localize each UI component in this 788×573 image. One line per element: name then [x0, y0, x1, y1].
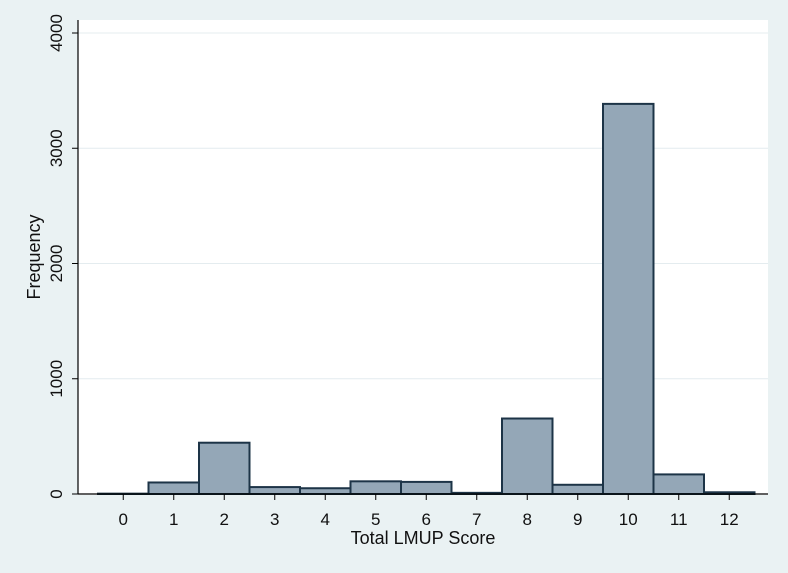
- x-tick-label-4: 4: [321, 510, 330, 529]
- bar-8: [501, 417, 554, 496]
- y-tick-label-1: 1000: [47, 360, 66, 398]
- x-tick-label-6: 6: [422, 510, 431, 529]
- plot-area: [78, 20, 768, 495]
- x-tick-label-8: 8: [523, 510, 532, 529]
- bars: [97, 102, 756, 496]
- x-tick-label-12: 12: [720, 510, 739, 529]
- y-ticks: 0 1000 2000 3000 4000: [47, 14, 78, 499]
- x-tick-label-7: 7: [472, 510, 481, 529]
- x-tick-label-5: 5: [371, 510, 380, 529]
- bar-3: [248, 486, 301, 495]
- bar-9: [551, 483, 604, 495]
- x-tick-label-2: 2: [220, 510, 229, 529]
- bar-5: [349, 480, 402, 496]
- y-tick-label-2: 2000: [47, 245, 66, 283]
- x-tick-label-0: 0: [119, 510, 128, 529]
- y-tick-label-3: 3000: [47, 129, 66, 167]
- bar-6: [400, 480, 453, 495]
- x-tick-label-3: 3: [270, 510, 279, 529]
- x-ticks: 0 1 2 3 4 5 6 7 8 9 10 11 12: [119, 494, 739, 529]
- x-tick-label-9: 9: [573, 510, 582, 529]
- bar-11: [652, 473, 705, 496]
- x-tick-label-10: 10: [619, 510, 638, 529]
- bar-2: [198, 441, 251, 495]
- y-tick-label-0: 0: [47, 489, 66, 498]
- y-axis-title: Frequency: [24, 214, 44, 299]
- x-tick-label-1: 1: [169, 510, 178, 529]
- x-tick-label-11: 11: [670, 510, 688, 529]
- bar-10: [602, 102, 655, 495]
- y-tick-label-4: 4000: [47, 14, 66, 52]
- x-axis-title: Total LMUP Score: [351, 528, 496, 548]
- bar-4: [299, 487, 352, 495]
- bar-1: [147, 481, 200, 496]
